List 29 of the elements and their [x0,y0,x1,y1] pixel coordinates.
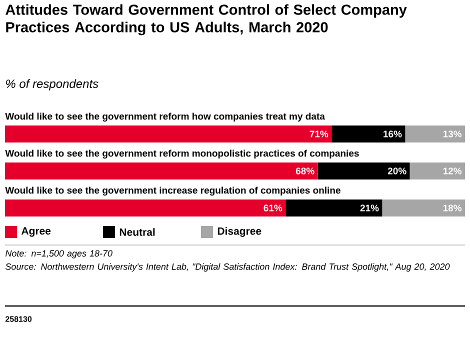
legend-label: Neutral [120,228,155,236]
bar [410,162,465,180]
chart-title: Attitudes Toward Government Control of Select Company Practices According to US Adults, March 2020 [6,4,407,36]
bar [332,126,406,142]
y-tick-label: Would like to see the government reform monopolistic practices of companies [5,150,359,159]
data-label: 71% [310,130,328,138]
legend-label: Disagree [218,227,262,237]
data-label: 68% [296,168,314,174]
bar [382,200,465,216]
text: 258130 [5,316,32,322]
legend-label: Agree [21,227,51,237]
source-note: Source: Northwestern University's Intent Lab, "Digital Satisfaction Index: Brand Trust Spotlight," Aug 20, 2020 [5,263,450,272]
data-label: 18% [443,204,462,212]
data-label: 13% [443,130,462,138]
data-label: 16% [384,130,402,138]
data-label: 20% [388,168,406,174]
chart-subtitle: % of respondents [6,79,98,90]
y-tick-label: Would like to see the government reform how companies treat my data [5,112,325,122]
data-label: 12% [443,168,462,174]
bar [5,162,318,180]
bar [5,126,332,142]
bar [5,200,286,216]
data-label: 61% [264,204,282,212]
bar [318,162,410,180]
bar [286,200,382,216]
y-tick-label: Would like to see the government increase regulation of companies online [5,186,340,196]
bar [405,126,465,142]
text: Note: n=1,500 ages 18-70 [5,250,112,258]
data-label: 21% [360,204,379,212]
